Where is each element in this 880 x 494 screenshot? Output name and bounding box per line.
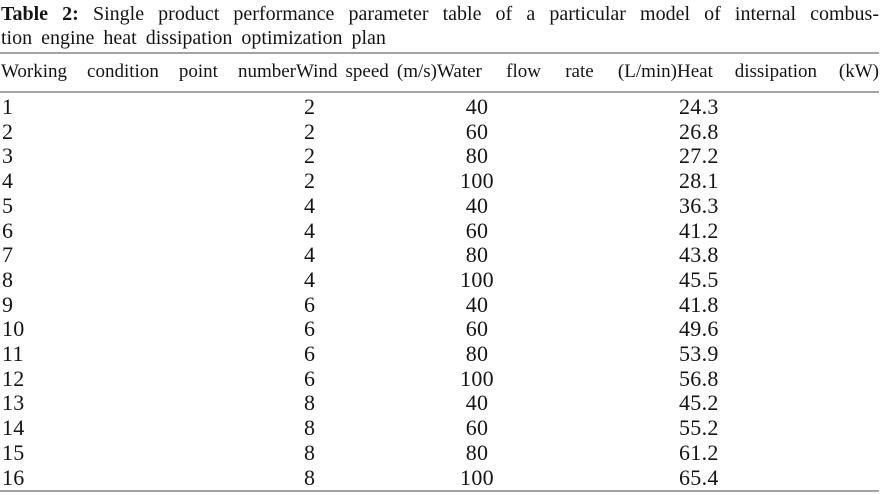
table-row: 5 4 40 36.3 [0, 192, 879, 219]
cell-wind-speed: 6 [304, 341, 316, 367]
cell-point-number: 11 [2, 341, 24, 367]
table-row: 2 2 60 26.8 [0, 118, 879, 145]
table-row: 11 6 80 53.9 [0, 341, 879, 367]
table-row: 12 6 100 56.8 [0, 365, 879, 392]
column-header-point-number: Working condition point number [0, 52, 296, 93]
cell-wind-speed: 4 [304, 192, 316, 218]
cell-water-flow-rate: 40 [465, 94, 489, 119]
table-row: 4 2 100 28.1 [0, 168, 879, 194]
cell-water-flow-rate: 40 [465, 192, 489, 218]
cell-point-number: 10 [2, 316, 25, 342]
cell-heat-dissipation: 49.6 [679, 316, 719, 342]
cell-wind-speed: 8 [304, 439, 316, 465]
table-caption-line2: tion engine heat dissipation optimizatio… [1, 27, 386, 49]
table-row: 6 4 60 41.2 [0, 217, 879, 244]
cell-heat-dissipation: 65.4 [679, 464, 719, 490]
table-row: 8 4 100 45.5 [0, 266, 879, 293]
cell-heat-dissipation: 41.8 [679, 291, 719, 317]
cell-water-flow-rate: 60 [465, 316, 489, 342]
table-row: 16 8 100 65.4 [0, 464, 879, 492]
table-row: 14 8 60 55.2 [0, 415, 879, 441]
cell-wind-speed: 4 [304, 242, 316, 268]
cell-water-flow-rate: 100 [460, 365, 494, 391]
cell-water-flow-rate: 80 [465, 242, 489, 268]
cell-wind-speed: 2 [304, 143, 316, 169]
cell-water-flow-rate: 80 [465, 439, 489, 465]
cell-heat-dissipation: 45.5 [679, 266, 719, 292]
cell-point-number: 16 [2, 464, 25, 490]
column-header-heat-dissipation: Heat dissipation (kW) [677, 52, 879, 93]
table-row: 1 2 40 24.3 [0, 92, 879, 120]
cell-water-flow-rate: 80 [465, 341, 489, 367]
cell-water-flow-rate: 80 [465, 143, 489, 169]
cell-point-number: 4 [2, 168, 14, 194]
table-row: 3 2 80 27.2 [0, 144, 879, 169]
table-caption-text: Single product performance parameter tab… [92, 3, 879, 25]
parameter-table: Working condition point number Wind spee… [0, 52, 879, 492]
cell-wind-speed: 8 [304, 464, 316, 490]
cell-point-number: 8 [2, 266, 14, 292]
cell-point-number: 2 [2, 118, 14, 144]
cell-wind-speed: 6 [304, 365, 316, 391]
cell-heat-dissipation: 61.2 [679, 439, 719, 465]
cell-heat-dissipation: 36.3 [679, 192, 719, 218]
cell-heat-dissipation: 41.2 [679, 217, 719, 243]
table-caption-label: Table 2: [1, 3, 79, 25]
cell-wind-speed: 4 [304, 266, 316, 292]
table-header: Working condition point number Wind spee… [0, 52, 879, 93]
cell-point-number: 6 [2, 217, 14, 243]
cell-point-number: 7 [2, 242, 14, 268]
cell-water-flow-rate: 60 [465, 217, 489, 243]
cell-wind-speed: 2 [304, 94, 316, 119]
cell-wind-speed: 2 [304, 168, 316, 194]
cell-heat-dissipation: 45.2 [679, 390, 719, 416]
cell-heat-dissipation: 26.8 [679, 118, 719, 144]
cell-water-flow-rate: 40 [465, 291, 489, 317]
cell-wind-speed: 8 [304, 415, 316, 441]
cell-wind-speed: 6 [304, 316, 316, 342]
table-row: 15 8 80 61.2 [0, 439, 879, 466]
table-body: 1 2 40 24.3 2 2 60 26.8 3 2 80 27.2 4 2 100 28.1 5 4 40 36.… [0, 92, 879, 492]
table-caption-line1: Table 2: Single product performance para… [1, 2, 879, 26]
cell-water-flow-rate: 40 [465, 390, 489, 416]
table-row: 13 8 40 45.2 [0, 391, 879, 416]
cell-water-flow-rate: 60 [465, 415, 489, 441]
cell-heat-dissipation: 27.2 [679, 143, 719, 169]
cell-point-number: 15 [2, 439, 25, 465]
table-caption: Table 2: Single product performance para… [0, 0, 880, 50]
cell-heat-dissipation: 56.8 [679, 365, 719, 391]
cell-point-number: 14 [2, 415, 25, 441]
cell-heat-dissipation: 55.2 [679, 415, 719, 441]
cell-point-number: 3 [2, 143, 14, 169]
cell-point-number: 5 [2, 192, 14, 218]
cell-point-number: 13 [2, 390, 25, 416]
cell-point-number: 1 [2, 94, 14, 119]
cell-wind-speed: 8 [304, 390, 316, 416]
column-header-water-flow-rate: Water flow rate (L/min) [437, 52, 677, 93]
table-header-row: Working condition point number Wind spee… [0, 52, 879, 93]
table-row: 7 4 80 43.8 [0, 243, 879, 268]
cell-heat-dissipation: 53.9 [679, 341, 719, 367]
cell-water-flow-rate: 100 [460, 266, 494, 292]
cell-water-flow-rate: 100 [460, 464, 494, 490]
table-row: 9 6 40 41.8 [0, 291, 879, 318]
cell-point-number: 12 [2, 365, 25, 391]
cell-heat-dissipation: 28.1 [679, 168, 719, 194]
cell-wind-speed: 4 [304, 217, 316, 243]
cell-heat-dissipation: 43.8 [679, 242, 719, 268]
cell-point-number: 9 [2, 291, 14, 317]
cell-heat-dissipation: 24.3 [679, 94, 719, 119]
cell-wind-speed: 2 [304, 118, 316, 144]
cell-water-flow-rate: 60 [465, 118, 489, 144]
cell-water-flow-rate: 100 [460, 168, 494, 194]
cell-wind-speed: 6 [304, 291, 316, 317]
column-header-wind-speed: Wind speed (m/s) [296, 52, 437, 93]
table-row: 10 6 60 49.6 [0, 317, 879, 342]
